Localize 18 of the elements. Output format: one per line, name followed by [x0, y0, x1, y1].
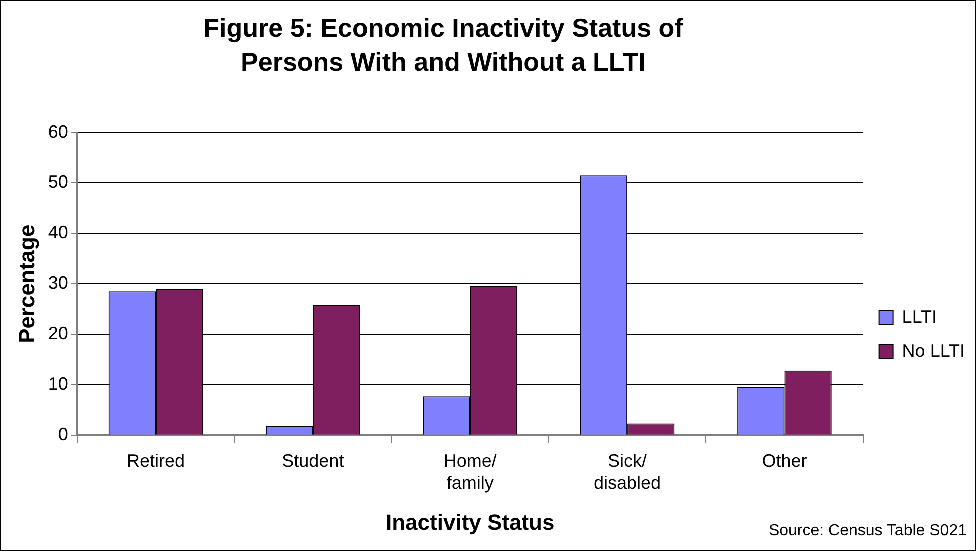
chart-title: Figure 5: Economic Inactivity Status of Persons With and Without a LLTI — [202, 12, 684, 79]
y-tick-label: 40 — [48, 222, 68, 243]
legend-label: No LLTI — [902, 340, 966, 361]
y-tick-label: 0 — [58, 424, 68, 444]
y-tick-label: 20 — [48, 324, 68, 344]
y-tick-label: 60 — [48, 122, 68, 142]
source-note: Source: Census Table S021 — [768, 522, 968, 540]
x-tick-label: Other — [762, 451, 808, 472]
y-tick-label: 10 — [48, 374, 68, 394]
y-tick-label: 30 — [48, 273, 68, 294]
legend-label: LLTI — [902, 306, 937, 327]
x-tick-label: Student — [282, 451, 344, 472]
x-tick-label: Retired — [126, 451, 186, 472]
x-tick-label: Home/ family — [444, 451, 497, 493]
y-axis-title: Percentage — [14, 224, 40, 344]
y-tick-label: 50 — [48, 172, 68, 192]
x-axis-title: Inactivity Status — [386, 510, 555, 535]
x-tick-label: Sick/ disabled — [594, 451, 662, 493]
